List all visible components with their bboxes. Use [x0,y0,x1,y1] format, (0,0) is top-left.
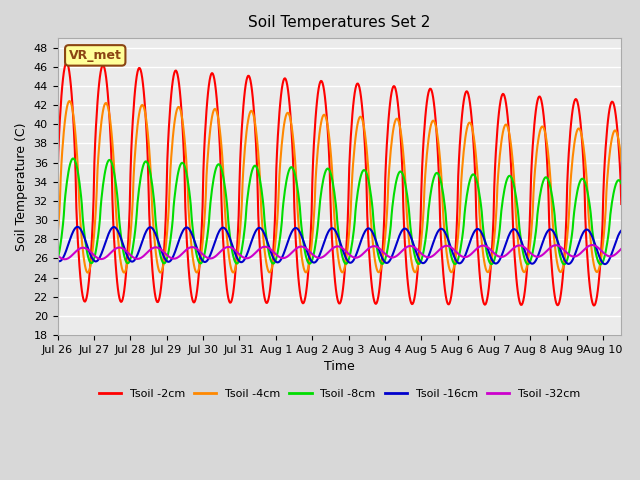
Tsoil -16cm [601,261,609,267]
Tsoil -2cm [180,149,188,155]
Tsoil -8cm [409,242,417,248]
Tsoil -2cm [426,87,433,93]
Tsoil -2cm [65,64,72,70]
Tsoil -2cm [54,179,61,185]
Tsoil -8cm [54,256,61,262]
Tsoil -16cm [409,240,417,245]
X-axis label: Time: Time [324,360,355,373]
Tsoil -4cm [120,270,128,276]
Tsoil -32cm [210,255,218,261]
Tsoil -16cm [426,252,433,257]
Tsoil -8cm [180,161,188,167]
Tsoil -32cm [61,256,68,262]
Tsoil -32cm [180,249,188,255]
Tsoil -2cm [618,201,625,207]
Tsoil -2cm [210,73,218,79]
Tsoil -8cm [69,156,77,161]
Text: VR_met: VR_met [69,49,122,62]
Tsoil -32cm [618,246,625,252]
Tsoil -16cm [74,224,81,230]
Line: Tsoil -32cm: Tsoil -32cm [58,245,621,259]
Tsoil -2cm [590,302,598,308]
Tsoil -8cm [597,262,605,267]
Tsoil -8cm [64,173,72,179]
Tsoil -16cm [64,243,72,249]
Tsoil -8cm [426,201,433,207]
Tsoil -32cm [409,243,417,249]
Tsoil -16cm [618,228,625,233]
Tsoil -8cm [618,180,625,186]
Legend: Tsoil -2cm, Tsoil -4cm, Tsoil -8cm, Tsoil -16cm, Tsoil -32cm: Tsoil -2cm, Tsoil -4cm, Tsoil -8cm, Tsoi… [94,385,584,404]
Tsoil -8cm [210,176,218,182]
Tsoil -4cm [64,101,72,107]
Tsoil -32cm [65,255,72,261]
Tsoil -16cm [210,243,218,249]
Tsoil -16cm [54,257,61,263]
Tsoil -2cm [123,264,131,270]
Line: Tsoil -8cm: Tsoil -8cm [58,158,621,264]
Line: Tsoil -4cm: Tsoil -4cm [58,101,621,273]
Tsoil -4cm [211,107,218,112]
Tsoil -32cm [588,242,596,248]
Tsoil -16cm [180,227,188,232]
Line: Tsoil -2cm: Tsoil -2cm [58,63,621,305]
Tsoil -32cm [426,254,433,260]
Tsoil -4cm [180,136,188,142]
Y-axis label: Soil Temperature (C): Soil Temperature (C) [15,122,28,251]
Title: Soil Temperatures Set 2: Soil Temperatures Set 2 [248,15,431,30]
Tsoil -2cm [63,60,71,66]
Tsoil -4cm [426,127,434,132]
Tsoil -32cm [123,249,131,254]
Tsoil -2cm [409,301,417,307]
Tsoil -8cm [123,260,131,265]
Tsoil -4cm [124,260,131,266]
Tsoil -32cm [54,252,61,258]
Tsoil -16cm [123,252,131,257]
Tsoil -4cm [54,233,61,239]
Tsoil -4cm [618,157,625,163]
Tsoil -4cm [410,267,417,273]
Tsoil -4cm [65,98,73,104]
Line: Tsoil -16cm: Tsoil -16cm [58,227,621,264]
